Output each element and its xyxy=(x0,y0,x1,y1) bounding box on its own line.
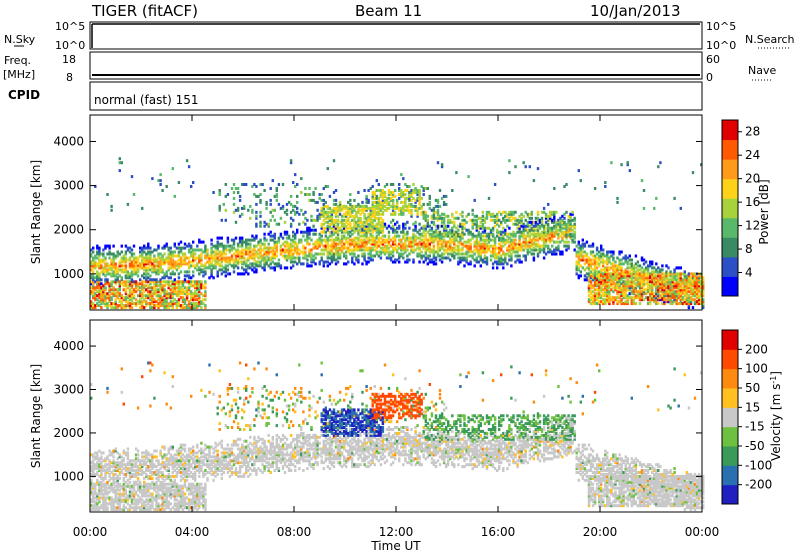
colorbar-swatch xyxy=(722,446,738,466)
colorbar-tick: 100 xyxy=(745,362,768,376)
colorbar-tick: 24 xyxy=(745,148,760,162)
freq-unit: [MHz] xyxy=(3,68,35,81)
colorbar-swatch xyxy=(722,388,738,408)
colorbar-swatch xyxy=(722,407,738,428)
power-heatmap xyxy=(90,157,705,310)
y-tick-label: 2000 xyxy=(53,223,84,237)
colorbar-swatch xyxy=(722,159,738,180)
colorbar-tick: -15 xyxy=(745,420,765,434)
x-tick-label: 08:00 xyxy=(277,525,312,539)
colorbar-swatch xyxy=(722,139,738,160)
nsky-label: N.Sky xyxy=(4,33,36,46)
y-tick-label: 4000 xyxy=(53,339,84,353)
beam-label: Beam 11 xyxy=(355,2,422,20)
colorbar-swatch xyxy=(722,368,738,389)
colorbar-swatch xyxy=(722,178,738,199)
colorbar-tick: 28 xyxy=(745,125,760,139)
colorbar-tick: -100 xyxy=(745,458,772,472)
colorbar-swatch xyxy=(722,256,738,277)
colorbar-swatch xyxy=(722,120,738,141)
cpid-mode: normal (fast) 151 xyxy=(94,93,198,107)
velocity-ylabel: Slant Range [km] xyxy=(29,364,43,468)
freq-tick-bottom: 8 xyxy=(66,71,73,84)
y-tick-label: 1000 xyxy=(53,267,84,281)
colorbar-swatch xyxy=(722,465,738,486)
y-tick-label: 4000 xyxy=(53,134,84,148)
x-tick-label: 20:00 xyxy=(583,525,618,539)
nsearch-label: N.Search xyxy=(745,33,795,46)
colorbar-tick: 20 xyxy=(745,172,760,186)
cpid-panel xyxy=(89,81,703,111)
velocity-colorbar-label-main: Velocity [m s xyxy=(769,384,783,461)
colorbar-tick: 15 xyxy=(745,400,760,414)
x-tick-label: 12:00 xyxy=(379,525,414,539)
colorbar-tick: 200 xyxy=(745,342,768,356)
power-colorbar-label: Power [dB] xyxy=(757,179,771,244)
colorbar-tick: 16 xyxy=(745,195,760,209)
nsky-tick-bottom: 10^0 xyxy=(55,39,85,52)
freq-tick-top: 18 xyxy=(62,53,76,66)
colorbar-swatch xyxy=(722,349,738,370)
colorbar-swatch xyxy=(722,330,738,350)
colorbar-tick: 50 xyxy=(745,381,760,395)
x-tick-label: 00:00 xyxy=(685,525,720,539)
velocity-heatmap xyxy=(90,361,705,512)
velocity-colorbar: 200 100 50 15 -15 -50 -100 -200 xyxy=(721,329,772,505)
velocity-colorbar-label-end: ] xyxy=(769,371,783,376)
y-tick-label: 3000 xyxy=(53,383,84,397)
power-colorbar: 4 8 12 16 20 24 28 xyxy=(721,119,760,297)
nsearch-tick-top: 10^5 xyxy=(706,20,736,33)
y-tick-label: 3000 xyxy=(53,179,84,193)
colorbar-tick: -200 xyxy=(745,478,772,492)
colorbar-tick: 8 xyxy=(745,242,753,256)
nave-tick-bottom: 0 xyxy=(706,71,713,84)
colorbar-swatch xyxy=(722,217,738,238)
x-axis-label: Time UT xyxy=(370,539,421,553)
cpid-label: CPID xyxy=(8,88,40,102)
nsky-panel xyxy=(89,21,703,50)
y-tick-label: 2000 xyxy=(53,426,84,440)
nave-tick-top: 60 xyxy=(706,53,720,66)
date-label: 10/Jan/2013 xyxy=(590,2,681,20)
nsearch-tick-bottom: 10^0 xyxy=(706,39,736,52)
freq-label: Freq. xyxy=(4,54,31,67)
nave-label: Nave xyxy=(748,64,776,77)
nsky-tick-top: 10^5 xyxy=(55,20,85,33)
velocity-colorbar-label-exp: -1 xyxy=(769,376,778,384)
y-tick-label: 1000 xyxy=(53,469,84,483)
velocity-colorbar-label: Velocity [m s-1] xyxy=(769,371,784,461)
x-tick-label: 00:00 xyxy=(73,525,108,539)
colorbar-tick: -50 xyxy=(745,439,765,453)
colorbar-swatch xyxy=(722,276,738,297)
x-tick-label: 04:00 xyxy=(175,525,210,539)
power-ylabel: Slant Range [km] xyxy=(29,160,43,264)
colorbar-tick: 12 xyxy=(745,219,760,233)
colorbar-tick: 4 xyxy=(745,266,753,280)
colorbar-swatch xyxy=(722,237,738,258)
colorbar-swatch xyxy=(722,484,738,505)
colorbar-swatch xyxy=(722,426,738,447)
colorbar-swatch xyxy=(722,198,738,219)
x-tick-label: 16:00 xyxy=(481,525,516,539)
radar-title: TIGER (fitACF) xyxy=(91,2,198,20)
